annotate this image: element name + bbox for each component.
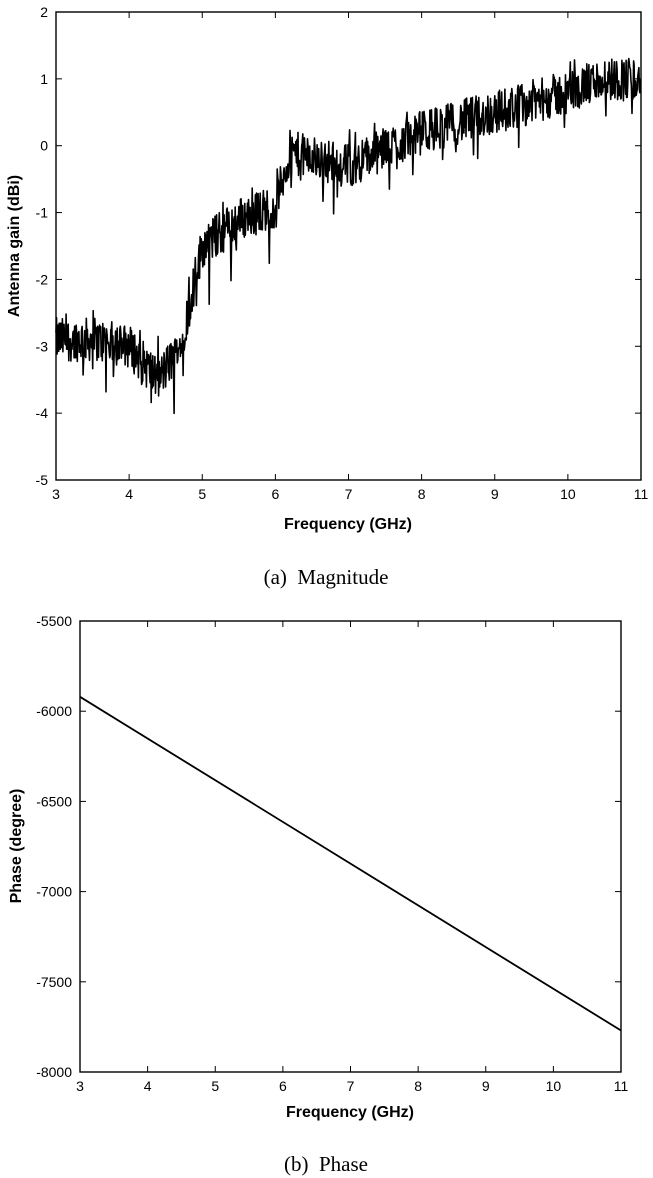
x-tick-label: 4	[144, 1078, 152, 1094]
y-tick-label: 1	[40, 71, 48, 87]
x-tick-label: 9	[491, 486, 499, 502]
x-tick-label: 7	[345, 486, 353, 502]
y-tick-label: -5500	[36, 613, 72, 629]
x-tick-label: 9	[482, 1078, 490, 1094]
y-tick-label: -7500	[36, 974, 72, 990]
magnitude-x-tick-labels: 3 4 5 6 7 8 9 10 11	[52, 486, 648, 502]
phase-x-axis-label: Frequency (GHz)	[286, 1104, 414, 1121]
x-tick-label: 6	[271, 486, 279, 502]
x-tick-label: 5	[211, 1078, 219, 1094]
x-tick-label: 11	[634, 486, 649, 502]
x-tick-label: 10	[560, 486, 576, 502]
x-tick-label: 7	[347, 1078, 355, 1094]
chart-magnitude: 3 4 5 6 7 8 9 10 11 -5 -4 -3 -2 -1 0 1 2 Frequency (GHz…	[6, 4, 648, 589]
magnitude-y-tick-labels: -5 -4 -3 -2 -1 0 1 2	[36, 4, 49, 488]
magnitude-y-axis-label: Antenna gain (dBi)	[6, 175, 23, 317]
x-tick-label: 6	[279, 1078, 287, 1094]
phase-x-tick-labels: 3 4 5 6 7 8 9 10 11	[76, 1078, 628, 1094]
phase-plot-frame	[79, 620, 622, 1073]
x-tick-label: 3	[76, 1078, 84, 1094]
magnitude-series-line	[55, 57, 642, 415]
phase-ticks	[79, 620, 622, 1073]
y-tick-label: -1	[36, 205, 49, 221]
phase-caption: (b) Phase	[284, 1152, 368, 1176]
y-tick-label: -2	[36, 271, 49, 287]
y-tick-label: -6000	[36, 703, 72, 719]
x-tick-label: 3	[52, 486, 60, 502]
x-tick-label: 5	[198, 486, 206, 502]
x-tick-label: 8	[418, 486, 426, 502]
y-tick-label: -4	[36, 405, 49, 421]
x-tick-label: 4	[125, 486, 133, 502]
y-tick-label: 2	[40, 4, 48, 20]
magnitude-x-axis-label: Frequency (GHz)	[284, 516, 412, 533]
magnitude-plot-frame	[55, 11, 642, 481]
y-tick-label: -7000	[36, 884, 72, 900]
x-tick-label: 11	[614, 1078, 629, 1094]
magnitude-caption: (a) Magnitude	[264, 565, 389, 589]
chart-phase: 3 4 5 6 7 8 9 10 11 -8000 -7500 -7000 -6500 -6000 -55…	[8, 613, 628, 1176]
phase-series-line	[79, 696, 622, 1032]
x-tick-label: 10	[546, 1078, 562, 1094]
y-tick-label: -8000	[36, 1064, 72, 1080]
y-tick-label: -6500	[36, 793, 72, 809]
phase-y-axis-label: Phase (degree)	[8, 789, 25, 904]
phase-y-tick-labels: -8000 -7500 -7000 -6500 -6000 -5500	[36, 613, 72, 1080]
y-tick-label: 0	[40, 138, 48, 154]
y-tick-label: -3	[36, 338, 49, 354]
x-tick-label: 8	[414, 1078, 422, 1094]
y-tick-label: -5	[36, 472, 49, 488]
